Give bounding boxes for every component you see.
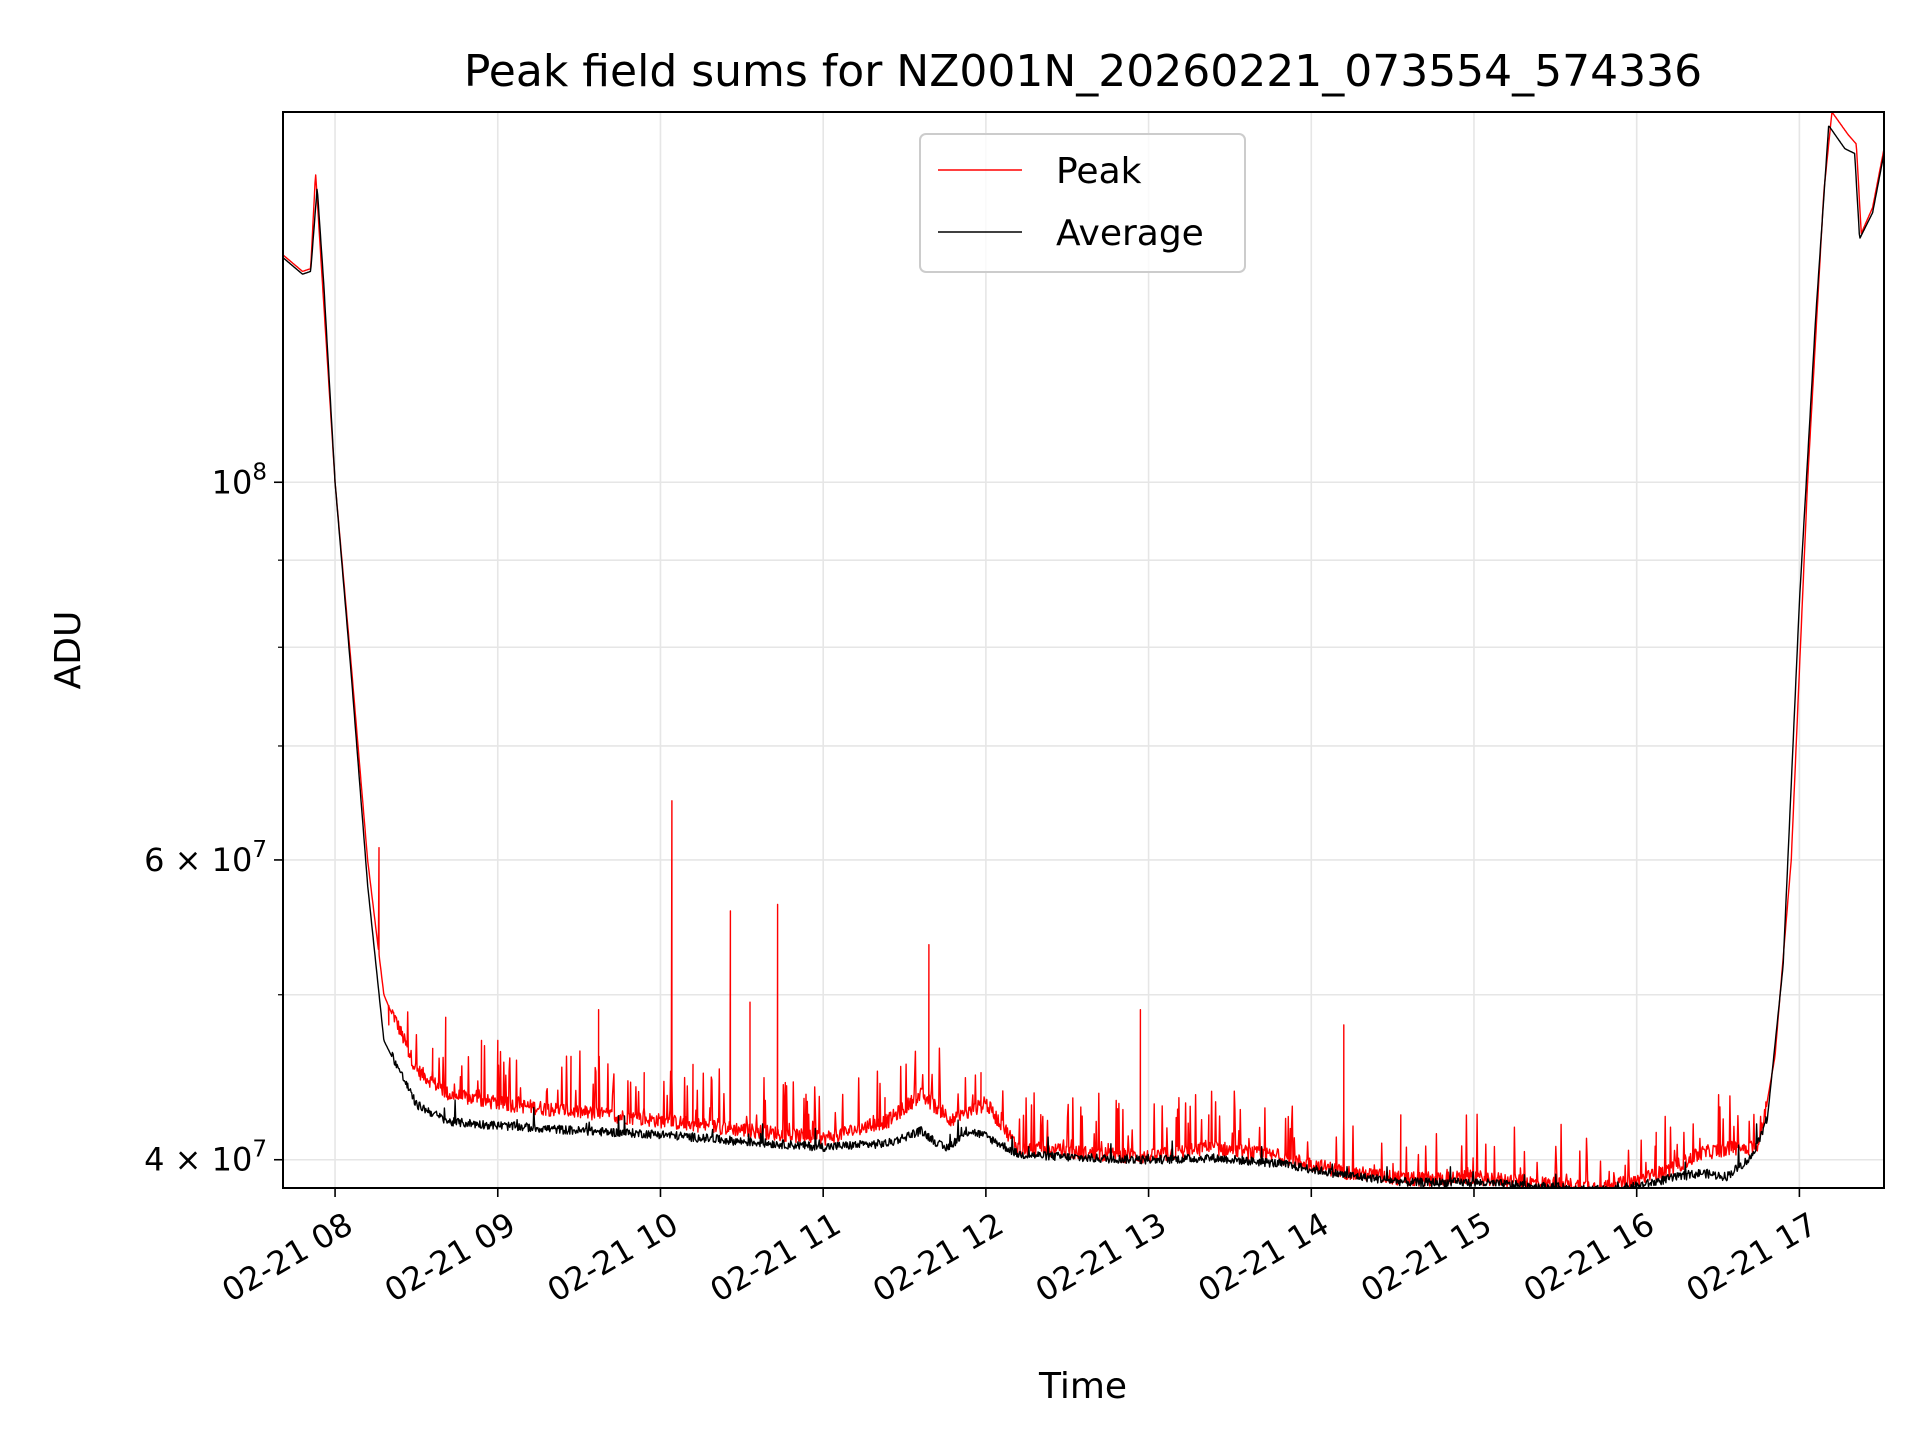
- y-tick-label: 4 × 107: [144, 1137, 267, 1179]
- chart-title: Peak field sums for NZ001N_20260221_0735…: [464, 46, 1702, 97]
- y-tick-label: 108: [212, 459, 267, 501]
- legend: Peak Average: [919, 133, 1246, 273]
- plot-area: [283, 112, 1884, 1188]
- y-axis-label: ADU: [48, 611, 89, 690]
- series-layer: [283, 112, 1884, 1188]
- legend-average-label: Average: [1056, 213, 1204, 254]
- series-peak-line: [283, 112, 1884, 1188]
- y-tick-label: 6 × 107: [144, 837, 267, 879]
- legend-box: [919, 133, 1246, 273]
- x-axis-label: Time: [1038, 1366, 1127, 1407]
- plot-frame: [282, 111, 1885, 1189]
- series-average-line: [283, 125, 1884, 1188]
- legend-peak-label: Peak: [1056, 151, 1142, 192]
